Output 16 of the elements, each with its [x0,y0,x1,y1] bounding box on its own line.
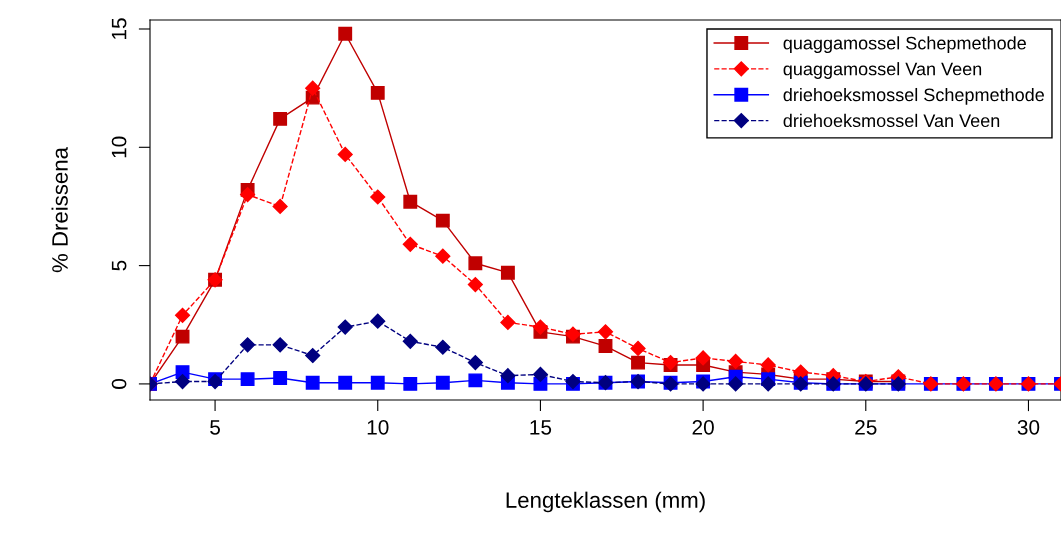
legend-label: driehoeksmossel Schepmethode [783,87,1044,105]
y-tick-label: 5 [111,260,127,271]
x-tick-label: 20 [692,419,714,435]
x-axis-title: Lengteklassen (mm) [506,491,705,513]
legend-label: quaggamossel Van Veen [783,62,982,79]
y-tick-label: 10 [111,136,127,158]
legend-label: driehoeksmossel Van Veen [783,113,1000,128]
x-tick-label: 25 [855,419,877,435]
y-tick-label: 0 [111,378,127,389]
y-axis-title: % Dreissena [51,147,68,273]
x-tick-label: 30 [1017,419,1040,435]
legend-label: quaggamossel Schepmethode [783,36,1026,54]
y-tick-label: 15 [111,18,127,39]
x-tick-label: 10 [367,419,389,435]
x-tick-label: 15 [530,420,552,435]
x-tick-label: 5 [210,420,220,435]
